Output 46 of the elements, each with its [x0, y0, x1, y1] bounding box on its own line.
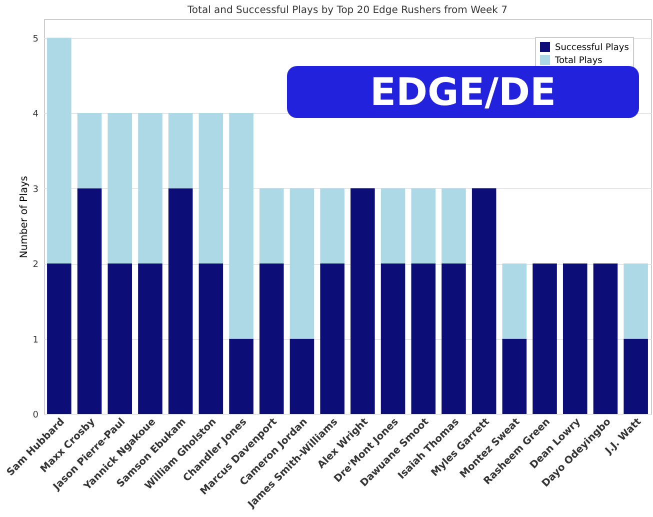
bar: [259, 188, 284, 264]
y-tick-label: 2: [32, 260, 38, 270]
y-tick-label: 1: [32, 335, 38, 346]
y-tick-label: 3: [32, 184, 38, 195]
y-tick-label: 4: [32, 110, 39, 120]
y-tick-label: 5: [32, 34, 38, 44]
bar: [380, 264, 406, 414]
bar: [108, 113, 132, 264]
bar: [168, 113, 193, 188]
bar: [77, 188, 102, 414]
bar: [624, 264, 648, 339]
bar: [47, 264, 72, 414]
bar: [502, 264, 527, 339]
bar: [290, 188, 314, 339]
chart-title: Total and Successful Plays by Top 20 Edge Rushers from Week 7: [186, 5, 508, 16]
bar: [198, 113, 224, 264]
bar: [411, 264, 436, 414]
bar: [229, 113, 254, 339]
y-tick-label: 0: [32, 410, 39, 420]
bar: [472, 188, 496, 414]
bar: [108, 264, 132, 414]
y-axis-title: Number of Plays: [18, 176, 30, 258]
bar: [290, 338, 314, 414]
bar: [411, 188, 436, 264]
legend-label: Total Plays: [554, 56, 603, 66]
bar: [320, 264, 344, 414]
bar: [229, 338, 254, 414]
bar: [624, 338, 648, 414]
bar: [47, 38, 72, 264]
legend-label: Successful Plays: [555, 43, 630, 53]
bar: [138, 113, 162, 264]
banner-box: EDGE/DE: [287, 66, 639, 118]
bar: [593, 264, 618, 414]
bar: [168, 188, 193, 414]
bar: [138, 264, 162, 414]
bar: [380, 188, 406, 264]
bar: [350, 188, 375, 414]
bar: [532, 264, 557, 414]
bar: [562, 264, 588, 414]
bar: [320, 188, 344, 264]
bar: [442, 264, 466, 414]
bar: [77, 113, 102, 188]
bar: [502, 338, 527, 414]
bar: [259, 264, 284, 414]
bar: [442, 188, 466, 264]
bar: [198, 264, 224, 414]
